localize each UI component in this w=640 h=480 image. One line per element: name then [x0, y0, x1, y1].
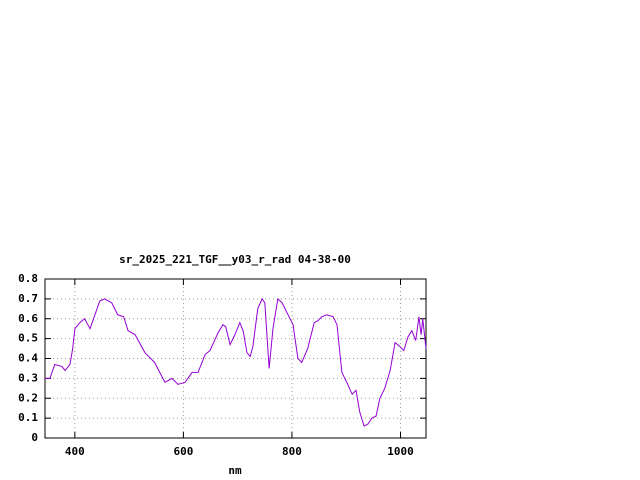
y-tick-label: 0.4: [18, 352, 38, 365]
y-tick-label: 0.3: [18, 371, 38, 384]
x-tick-label: 400: [65, 445, 85, 458]
y-tick-label: 0.7: [18, 292, 38, 305]
y-tick-label: 0.2: [18, 391, 38, 404]
y-tick-label: 0.6: [18, 312, 38, 325]
y-tick-label: 0.1: [18, 411, 38, 424]
data-line: [45, 297, 427, 427]
plot-frame: [44, 278, 427, 439]
x-tick-label: 1000: [387, 445, 414, 458]
y-tick-label: 0.8: [18, 272, 38, 285]
y-tick-label: 0.5: [18, 332, 38, 345]
chart-title: sr_2025_221_TGF__y03_r_rad 04-38-00: [119, 253, 351, 266]
y-tick-label: 0: [31, 431, 38, 444]
x-axis-label: nm: [228, 464, 242, 477]
x-tick-label: 600: [173, 445, 193, 458]
x-tick-label: 800: [282, 445, 302, 458]
